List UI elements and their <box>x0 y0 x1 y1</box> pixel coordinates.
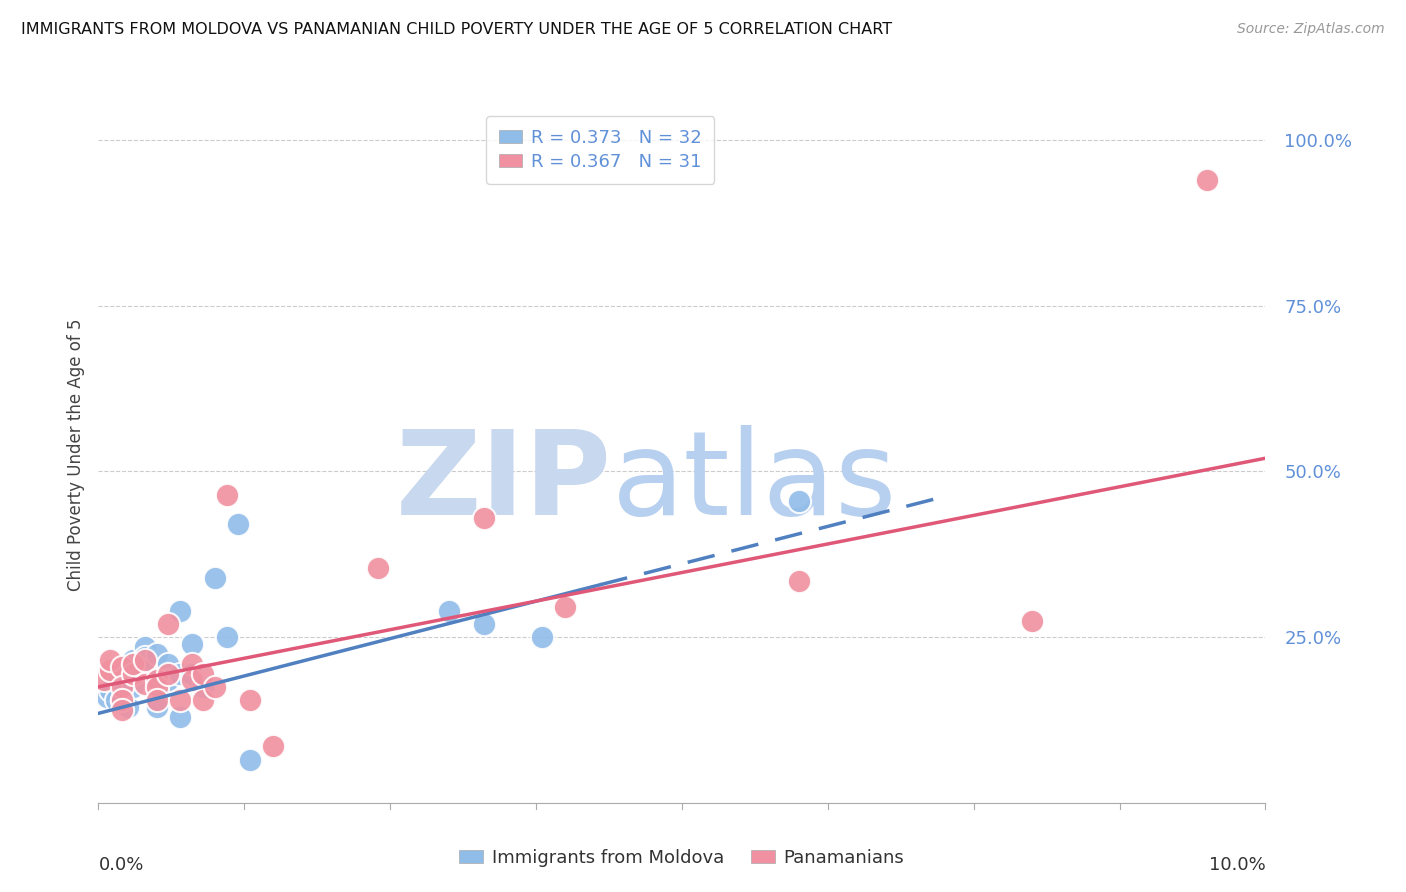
Point <box>98 683 121 698</box>
Text: ZIP: ZIP <box>396 425 612 541</box>
Point <box>146 699 169 714</box>
Text: atlas: atlas <box>612 425 897 541</box>
Point <box>472 616 495 631</box>
Text: 0.0%: 0.0% <box>98 855 143 873</box>
Point <box>122 666 145 681</box>
Point <box>157 657 180 671</box>
Point <box>787 494 810 508</box>
Point <box>180 666 202 681</box>
Point <box>146 680 169 694</box>
Point <box>96 690 118 704</box>
Point <box>228 517 250 532</box>
Text: Source: ZipAtlas.com: Source: ZipAtlas.com <box>1237 22 1385 37</box>
Point <box>157 616 180 631</box>
Point <box>204 680 226 694</box>
Point <box>146 693 169 707</box>
Point <box>98 663 121 677</box>
Point <box>122 653 145 667</box>
Point <box>134 676 156 690</box>
Point <box>472 511 495 525</box>
Point <box>180 637 202 651</box>
Point <box>111 693 134 707</box>
Point <box>122 657 145 671</box>
Text: 10.0%: 10.0% <box>1209 855 1265 873</box>
Point <box>554 600 576 615</box>
Point <box>111 660 134 674</box>
Legend: Immigrants from Moldova, Panamanians: Immigrants from Moldova, Panamanians <box>453 841 911 874</box>
Point <box>157 666 180 681</box>
Point <box>193 680 215 694</box>
Point <box>787 574 810 588</box>
Point <box>134 653 156 667</box>
Point <box>193 693 215 707</box>
Point <box>134 640 156 654</box>
Point <box>111 680 134 694</box>
Point <box>367 560 389 574</box>
Point <box>111 703 134 717</box>
Point <box>146 693 169 707</box>
Point <box>146 647 169 661</box>
Point <box>437 604 460 618</box>
Point <box>239 693 262 707</box>
Point <box>1021 614 1043 628</box>
Point <box>193 666 215 681</box>
Point <box>117 699 139 714</box>
Point <box>262 739 284 754</box>
Point <box>204 570 226 584</box>
Point <box>530 630 553 644</box>
Point <box>1195 173 1218 187</box>
Text: IMMIGRANTS FROM MOLDOVA VS PANAMANIAN CHILD POVERTY UNDER THE AGE OF 5 CORRELATI: IMMIGRANTS FROM MOLDOVA VS PANAMANIAN CH… <box>21 22 893 37</box>
Point <box>169 709 191 723</box>
Y-axis label: Child Poverty Under the Age of 5: Child Poverty Under the Age of 5 <box>66 318 84 591</box>
Point <box>239 753 262 767</box>
Point <box>122 663 145 677</box>
Point <box>111 693 134 707</box>
Point <box>122 680 145 694</box>
Point <box>180 657 202 671</box>
Point <box>111 676 134 690</box>
Point <box>104 693 127 707</box>
Point <box>157 673 180 688</box>
Point <box>93 673 115 688</box>
Point <box>169 666 191 681</box>
Point <box>134 650 156 665</box>
Point <box>146 680 169 694</box>
Point <box>215 488 238 502</box>
Point <box>169 604 191 618</box>
Point <box>169 693 191 707</box>
Point <box>215 630 238 644</box>
Point <box>98 653 121 667</box>
Point <box>146 673 169 688</box>
Point <box>180 673 202 688</box>
Point <box>134 663 156 677</box>
